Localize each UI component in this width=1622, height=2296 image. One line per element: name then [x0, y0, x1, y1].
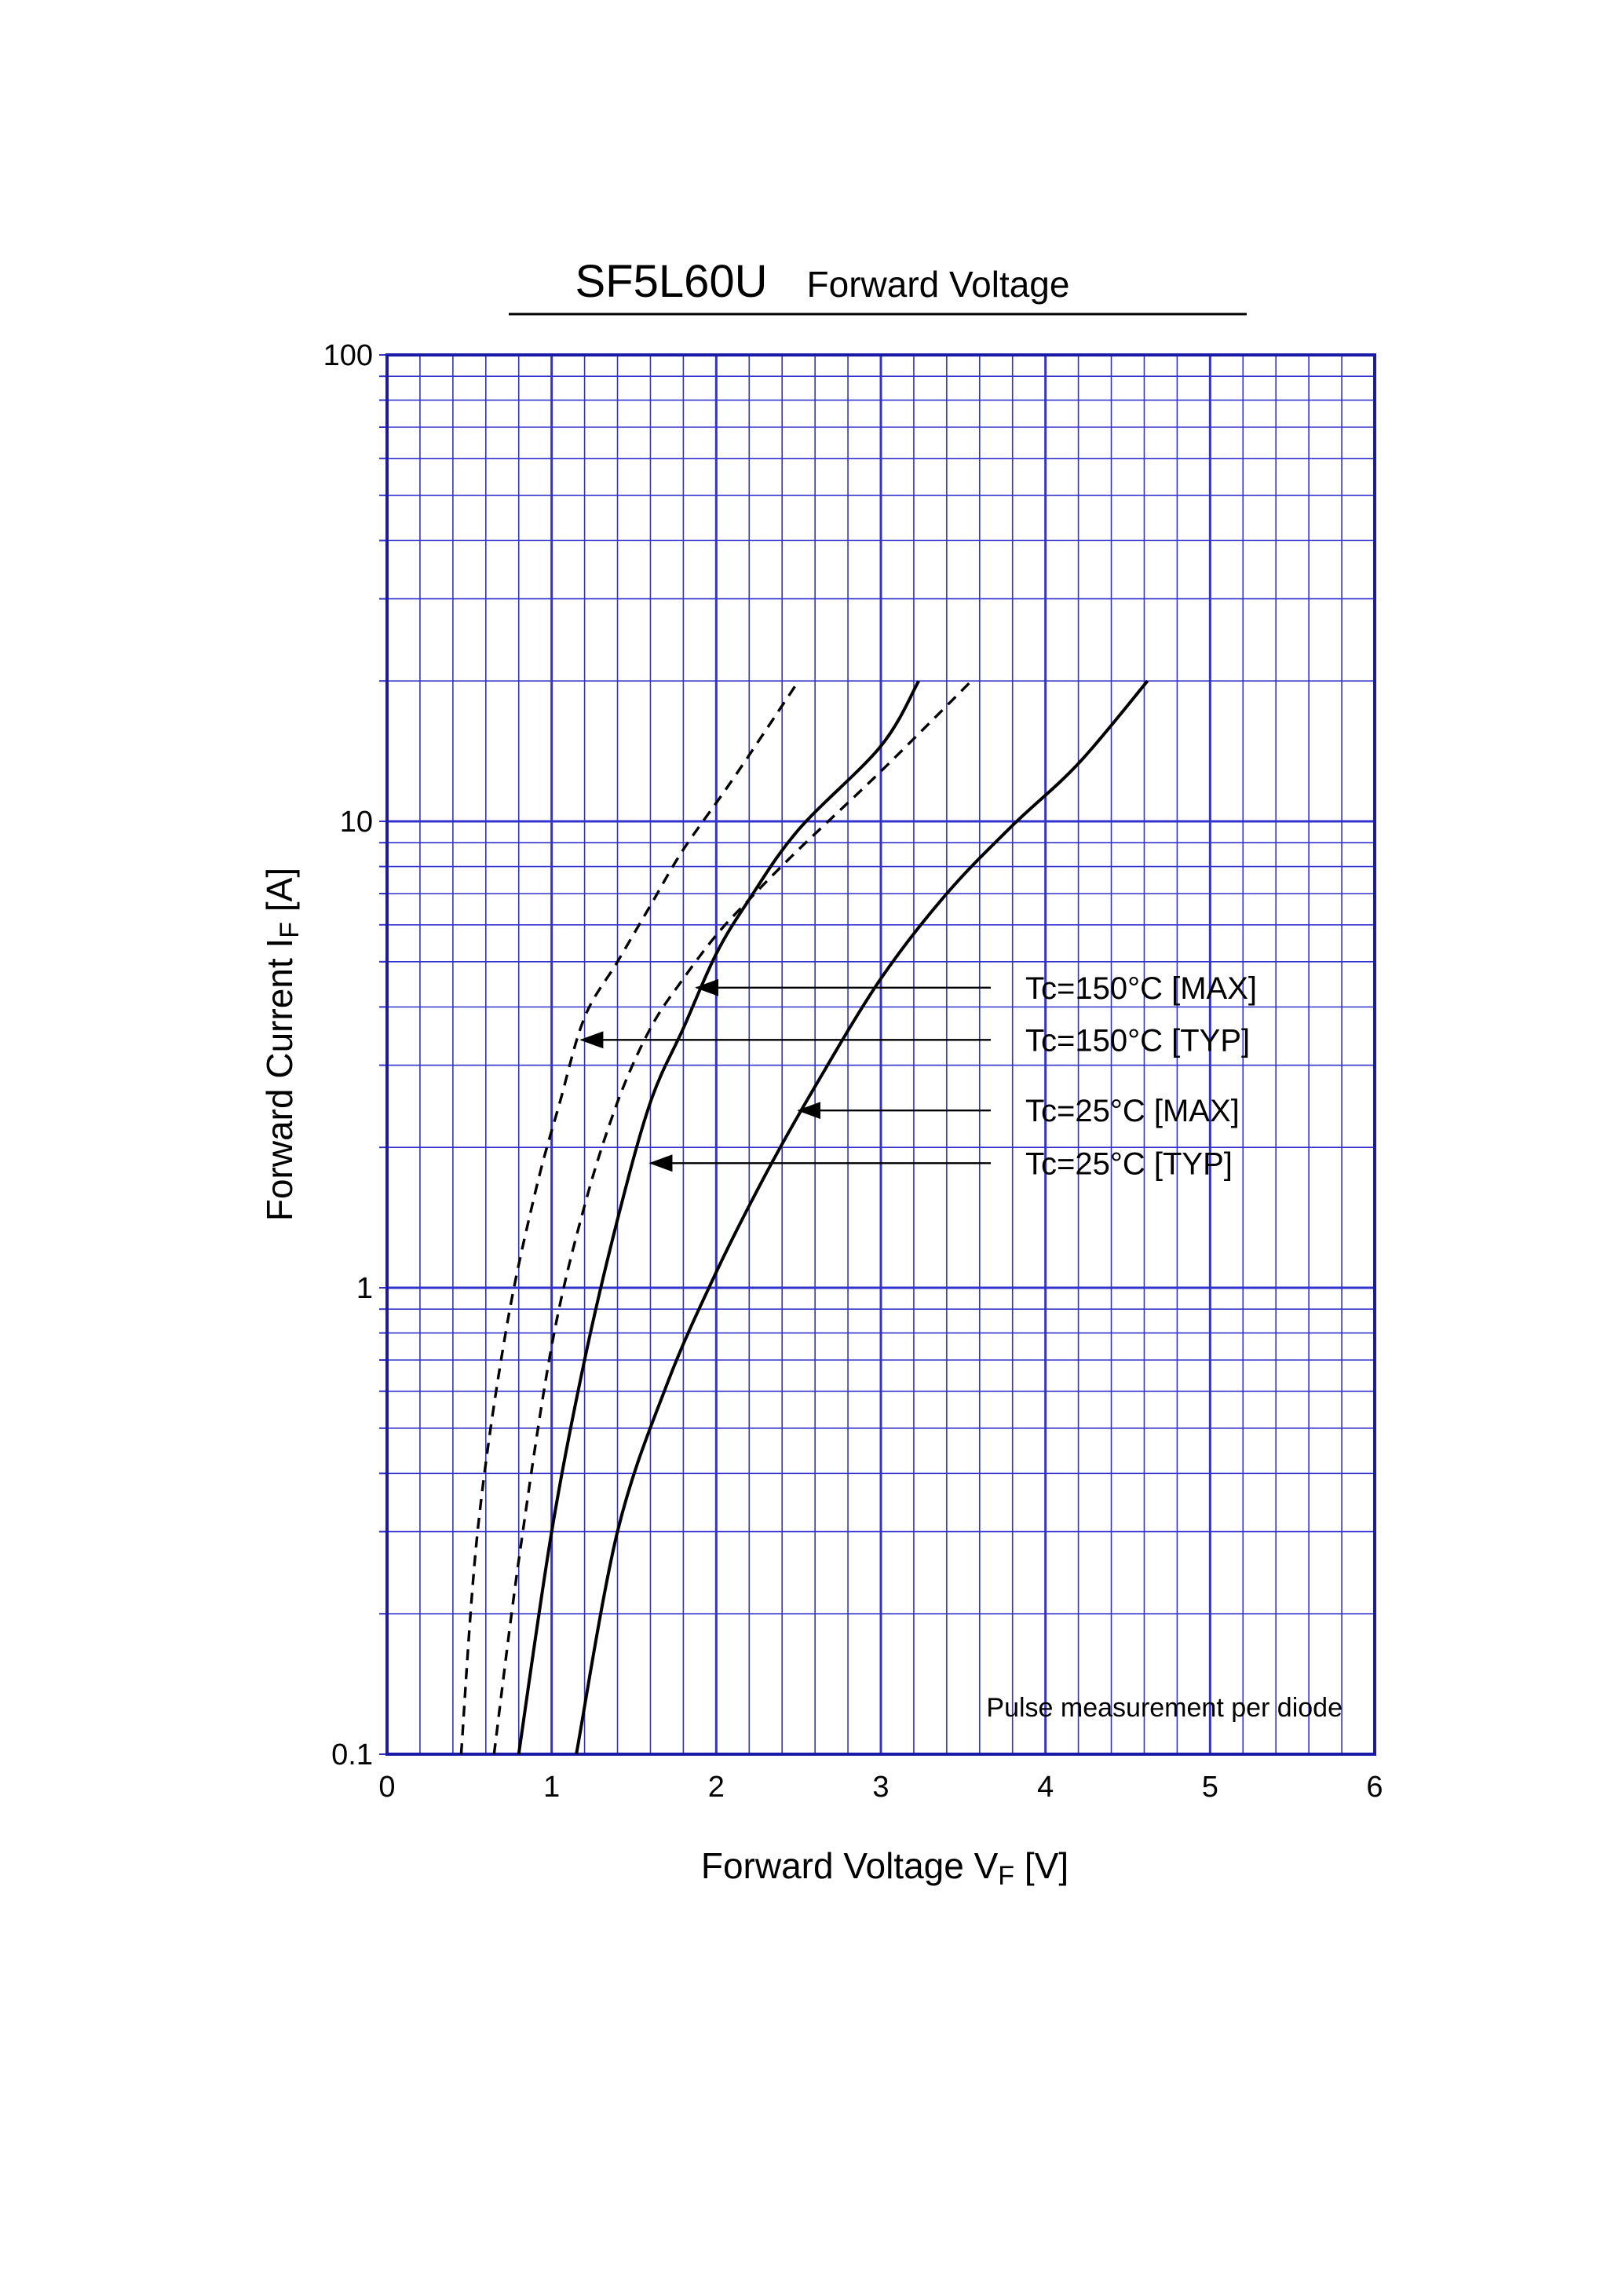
series-line-1 [517, 680, 920, 1755]
measurement-note: Pulse measurement per diode [986, 1693, 1343, 1723]
x-tick-label: 2 [708, 1771, 725, 1804]
chart-title: SF5L60U [575, 256, 767, 307]
y-axis-label-unit: [A] [259, 868, 300, 922]
plot-border [385, 353, 1376, 1756]
x-tick-label: 6 [1366, 1771, 1383, 1804]
plot-frame [385, 353, 1376, 1756]
tick-labels: 0 1 2 3 4 5 6 0.1 1 10 100 [323, 339, 1383, 1804]
annotation-label-2: Tc=150°C [TYP] [1025, 1023, 1250, 1058]
x-tick-label: 0 [378, 1771, 395, 1804]
annotation-label-4: Tc=25°C [TYP] [1025, 1146, 1233, 1181]
y-tick-label: 0.1 [331, 1738, 373, 1771]
y-tick-label: 100 [323, 339, 373, 372]
series-line-3 [575, 679, 1149, 1755]
x-axis-label-subscript: F [998, 1861, 1014, 1891]
y-tick-label: 1 [356, 1272, 373, 1305]
x-axis-label-main: Forward Voltage V [701, 1845, 999, 1886]
chart-subtitle: Forward Voltage [807, 264, 1070, 305]
y-axis-label-subscript: F [275, 922, 305, 938]
series-line-4 [492, 679, 973, 1755]
x-tick-label: 4 [1037, 1771, 1054, 1804]
y-tick-label: 10 [340, 806, 373, 839]
annotation-label-1: Tc=150°C [MAX] [1025, 971, 1257, 1006]
annotation-label-3: Tc=25°C [MAX] [1025, 1094, 1240, 1128]
x-axis-label-unit: [V] [1014, 1845, 1069, 1886]
legend-annotations: Tc=150°C [MAX] Tc=150°C [TYP] Tc=25°C [MAX… [579, 971, 1257, 1181]
series-line-2 [459, 680, 800, 1755]
y-axis-label: Forward Current IF [A] [259, 868, 305, 1221]
x-tick-label: 1 [543, 1771, 560, 1804]
x-tick-label: 3 [872, 1771, 889, 1804]
x-tick-label: 5 [1202, 1771, 1218, 1804]
x-axis-label: Forward Voltage VF [V] [701, 1845, 1069, 1891]
y-axis-label-main: Forward Current I [259, 938, 300, 1221]
